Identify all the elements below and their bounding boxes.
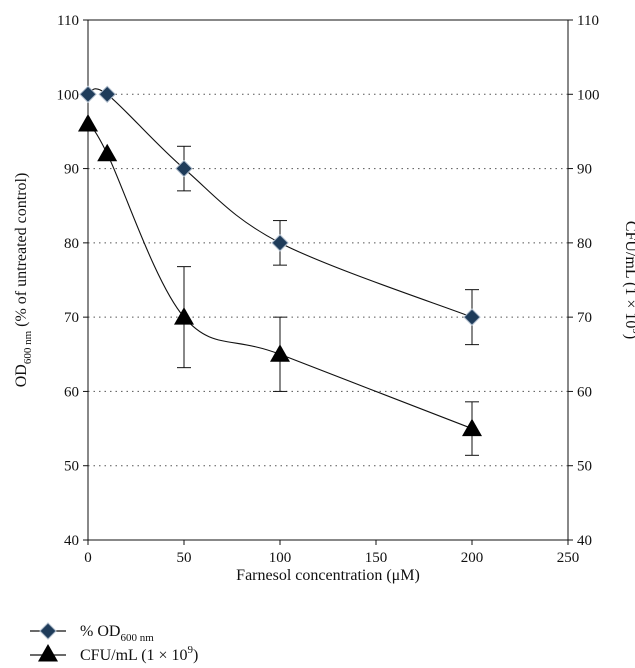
x-tick-label-200: 200	[461, 550, 484, 566]
y-right-base: CFU/mL (1 × 10	[622, 221, 635, 329]
y-tick-label-left-70: 70	[64, 310, 79, 326]
y-tick-label-left-60: 60	[64, 384, 79, 400]
y-right-sup: 9	[630, 328, 635, 334]
point-1-2	[174, 307, 194, 325]
y-tick-label-right-110: 110	[577, 13, 599, 29]
y-tick-label-left-40: 40	[64, 533, 79, 549]
y-tick-label-right-90: 90	[577, 162, 592, 178]
series-od	[79, 85, 481, 346]
legend-cfu-sup: 9	[188, 644, 194, 656]
y-tick-label-left-50: 50	[64, 459, 79, 475]
point-1-4	[462, 418, 482, 437]
y-right-rest: )	[622, 334, 635, 339]
grid-lines	[88, 93, 568, 467]
y-tick-label-right-70: 70	[577, 310, 592, 326]
series-cfu	[78, 114, 482, 456]
legend-cfu-base: CFU/mL (1 × 10	[80, 647, 188, 664]
plot-frame	[87, 19, 569, 541]
y-axis-label-left: OD600 nm (% of untreated control)	[13, 173, 34, 388]
series-line-0	[87, 88, 473, 318]
point-0-4	[463, 308, 481, 326]
point-0-1	[98, 85, 116, 103]
y-left-rest: (% of untreated control)	[13, 173, 30, 331]
x-tick-label-150: 150	[365, 550, 388, 566]
x-tick-label-100: 100	[269, 550, 292, 566]
y-tick-label-right-100: 100	[577, 87, 600, 103]
legend: % OD600 nm CFU/mL (1 × 109)	[30, 622, 198, 664]
legend-item-od	[30, 622, 66, 640]
point-1-1	[97, 143, 118, 162]
point-1-0	[78, 114, 98, 132]
y-axis-label-right: CFU/mL (1 × 109)	[622, 221, 635, 339]
y-left-base: OD	[13, 364, 30, 387]
legend-label-cfu: CFU/mL (1 × 109)	[80, 644, 198, 664]
y-tick-label-right-50: 50	[577, 459, 592, 475]
y-left-sub: 600 nm	[22, 330, 34, 364]
legend-od-base: % OD	[80, 623, 120, 640]
x-tick-label-50: 50	[177, 550, 192, 566]
y-tick-label-left-110: 110	[57, 13, 79, 29]
y-tick-label-right-80: 80	[577, 236, 592, 252]
point-1-3	[270, 344, 290, 362]
point-0-0	[79, 85, 97, 103]
y-tick-label-left-100: 100	[57, 87, 80, 103]
y-tick-label-right-40: 40	[577, 533, 592, 549]
legend-marker-1	[38, 644, 58, 662]
y-tick-label-left-90: 90	[64, 162, 79, 178]
x-tick-label-250: 250	[557, 550, 580, 566]
legend-item-cfu	[30, 644, 66, 662]
x-tick-label-0: 0	[84, 550, 92, 566]
axis-ticks: 40 40 50 50 60 60 70 70 80 80 90 90 100 100 110 110 0 50 1…	[57, 13, 600, 566]
legend-label-od: % OD600 nm	[80, 623, 154, 644]
point-0-2	[175, 159, 193, 178]
x-axis-label: Farnesol concentration (μM)	[236, 567, 420, 584]
y-tick-label-left-80: 80	[64, 236, 79, 252]
y-tick-label-right-60: 60	[577, 384, 592, 400]
data-series	[78, 85, 482, 456]
legend-cfu-rest: )	[193, 647, 198, 664]
legend-marker-0	[39, 622, 57, 640]
point-0-3	[271, 234, 289, 252]
legend-od-sub: 600 nm	[120, 632, 154, 644]
